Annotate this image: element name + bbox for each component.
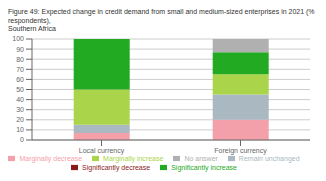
html-text:Southern Africa: Southern Africa bbox=[8, 25, 56, 32]
svg-text:0: 0 bbox=[20, 136, 24, 143]
html-text:Figure 49: Expected change in: Figure 49: Expected change in credit dem… bbox=[8, 8, 315, 24]
svg-text:50: 50 bbox=[16, 85, 24, 92]
html-text:Significantly increase: Significantly increase bbox=[171, 163, 237, 171]
svg-text:40: 40 bbox=[16, 96, 24, 103]
html-text:Marginally increase: Marginally increase bbox=[103, 154, 164, 162]
html-text:Remain unchanged: Remain unchanged bbox=[238, 154, 300, 162]
svg-text:30: 30 bbox=[16, 106, 24, 113]
html-text:Marginally decrease: Marginally decrease bbox=[19, 154, 83, 162]
html-text:Significantly decrease: Significantly decrease bbox=[82, 163, 151, 171]
svg-text:60: 60 bbox=[16, 75, 24, 82]
svg-text:80: 80 bbox=[16, 55, 24, 62]
svg-text:90: 90 bbox=[16, 45, 24, 52]
svg-text:10: 10 bbox=[16, 126, 24, 133]
svg-text:20: 20 bbox=[16, 116, 24, 123]
svg-text:100: 100 bbox=[12, 35, 24, 42]
svg-text:70: 70 bbox=[16, 65, 24, 72]
svg-text:Foreign currency: Foreign currency bbox=[214, 146, 267, 154]
html-text:No answer: No answer bbox=[184, 154, 218, 162]
svg-text:Local currency: Local currency bbox=[79, 146, 125, 154]
